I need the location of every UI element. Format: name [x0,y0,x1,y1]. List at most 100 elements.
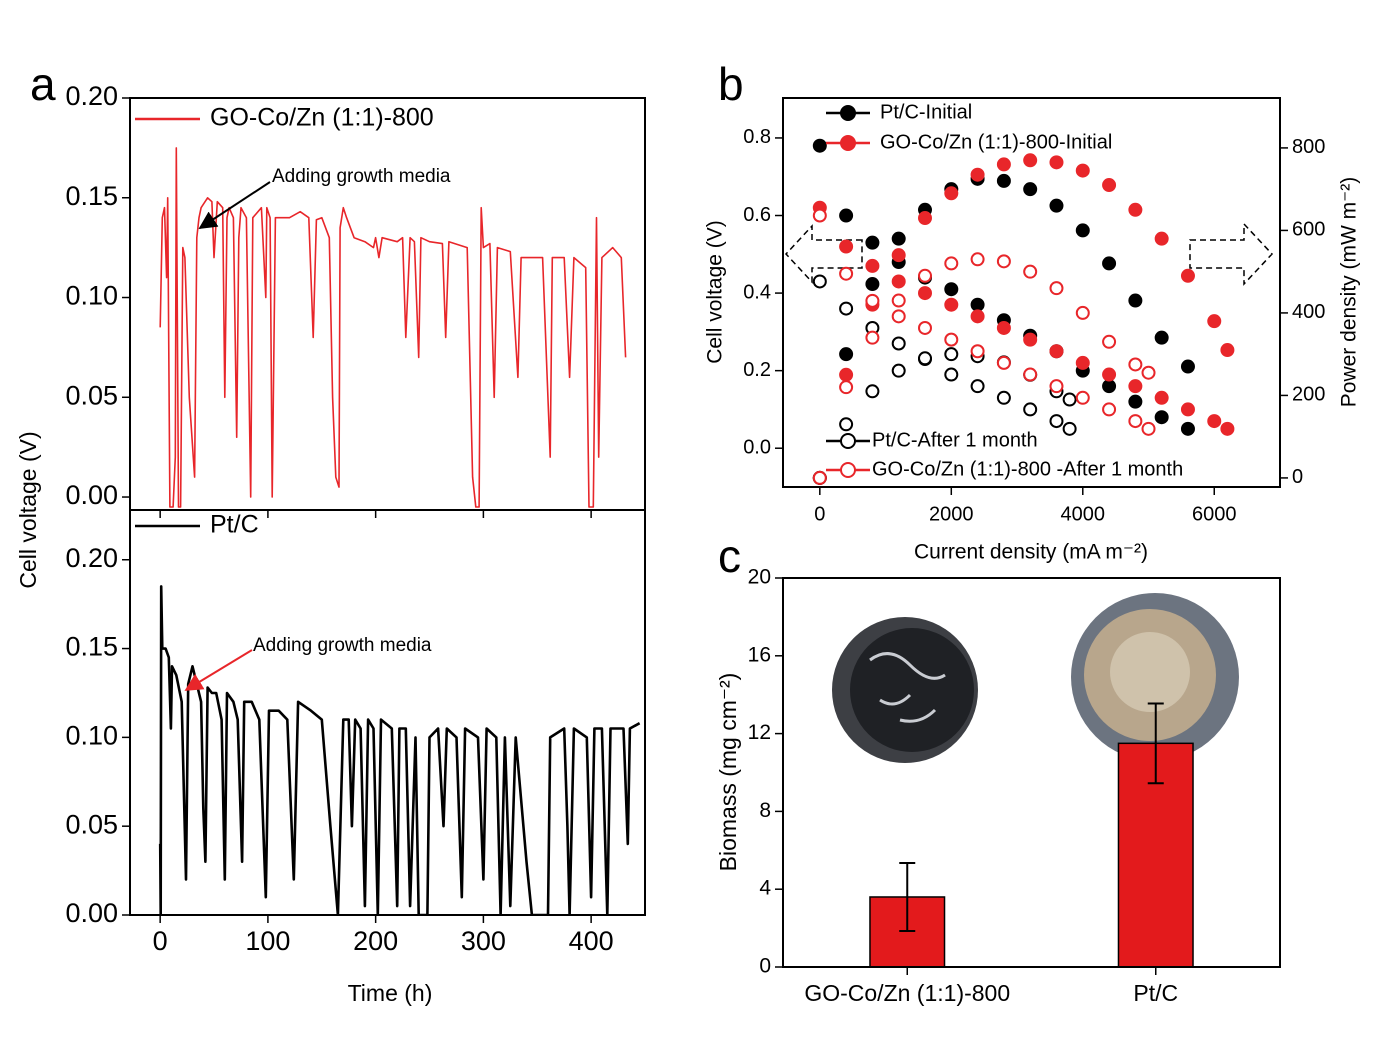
power-point [1049,155,1064,170]
power-point [996,157,1011,172]
voltage-point [1102,402,1117,417]
power-point [996,254,1011,269]
power-point [839,380,854,395]
y-tick-label: 0.05 [65,809,118,839]
y-tick-label: 0.00 [65,898,118,928]
photo-ptc [1071,593,1239,761]
annotation-arrow [198,181,271,229]
legend-label: Pt/C-After 1 month [872,429,1038,451]
x-tick-label: 0 [814,503,825,525]
voltage-point [918,286,932,301]
voltage-point [1049,414,1064,429]
legend-marker [840,135,856,151]
plot-frame [129,509,646,916]
power-point [1128,357,1143,372]
panel-label: a [30,58,56,110]
y-tick-label: 0.15 [65,181,118,211]
x-tick-label: 2000 [929,503,974,525]
power-point [970,167,985,182]
voltage-point [1128,394,1143,409]
power-point [891,293,906,308]
voltage-point [1023,367,1038,382]
legend-label: GO-Co/Zn (1:1)-800 [210,104,434,132]
voltage-point [944,367,959,382]
power-point [944,347,959,362]
voltage-point [970,309,985,324]
y-tick-label: 0.20 [65,543,118,573]
voltage-point [996,320,1011,335]
y-tick-label: 0.10 [65,281,118,311]
voltage-point [1049,344,1064,359]
x-axis-label: Current density (mA m⁻²) [914,541,1148,564]
y2-tick-label: 200 [1292,384,1325,406]
y-tick-label: 0.05 [65,380,118,410]
y2-tick-label: 600 [1292,219,1325,241]
voltage-point [891,274,906,289]
x-tick-label: GO-Co/Zn (1:1)-800 [804,980,1010,1006]
power-point [1207,314,1222,329]
voltage-point [1075,390,1090,405]
power-point [918,351,932,366]
power-point [1023,153,1038,168]
power-point [918,268,932,283]
x-tick-label: 300 [461,926,506,956]
power-point [891,248,906,263]
power-point [1062,392,1077,407]
power-point [1049,198,1064,213]
voltage-point [1023,402,1038,417]
voltage-point [970,344,985,359]
data-line [159,147,627,508]
legend-label: GO-Co/Zn (1:1)-800 -After 1 month [872,458,1183,480]
voltage-point [1062,421,1077,436]
plot-frame [782,97,1281,488]
y-tick-label: 20 [748,566,771,589]
y-axis-label: Cell voltage (V) [15,431,41,588]
voltage-point [1141,421,1156,436]
voltage-point [812,274,827,289]
y-tick-label: 12 [748,721,771,744]
y2-tick-label: 800 [1292,136,1325,158]
power-point [865,384,880,399]
voltage-point [1154,390,1169,405]
power-point [1049,281,1064,296]
voltage-point [865,258,880,273]
power-point [996,173,1011,188]
x-axis-label: Time (h) [348,980,433,1006]
legend-label: Pt/C-Initial [880,101,972,123]
left-arrow [784,224,863,284]
y2-axis-label: Power density (mW m⁻²) [1338,177,1361,407]
power-point [1180,268,1195,283]
y2-tick-label: 0 [1292,466,1303,488]
voltage-point [996,390,1011,405]
voltage-point [865,293,880,308]
power-point [839,347,854,362]
power-point [865,330,880,345]
power-point [944,256,959,271]
voltage-point [1207,414,1222,429]
annotation: Adding growth media [272,166,451,187]
y-tick-label: 0.2 [743,359,771,381]
voltage-point [918,320,932,335]
voltage-point [1102,379,1117,394]
power-point [1075,163,1090,178]
y-tick-label: 0.10 [65,720,118,750]
power-point [865,277,880,292]
power-point [812,470,827,485]
legend-marker [840,433,856,449]
power-point [1075,223,1090,238]
voltage-point [970,379,985,394]
legend-label: Pt/C [210,511,259,539]
y-axis-label: Cell voltage (V) [704,220,727,364]
y-tick-label: 4 [759,877,771,900]
voltage-point [839,266,854,281]
y-axis-label: Biomass (mg cm⁻²) [715,673,741,872]
x-tick-label: 0 [153,926,168,956]
legend-marker [840,462,856,478]
power-point [1141,365,1156,380]
voltage-point [944,282,959,297]
voltage-point [839,301,854,316]
voltage-point [1128,379,1143,394]
y-tick-label: 0.15 [65,632,118,662]
power-point [1128,202,1143,217]
voltage-point [891,309,906,324]
